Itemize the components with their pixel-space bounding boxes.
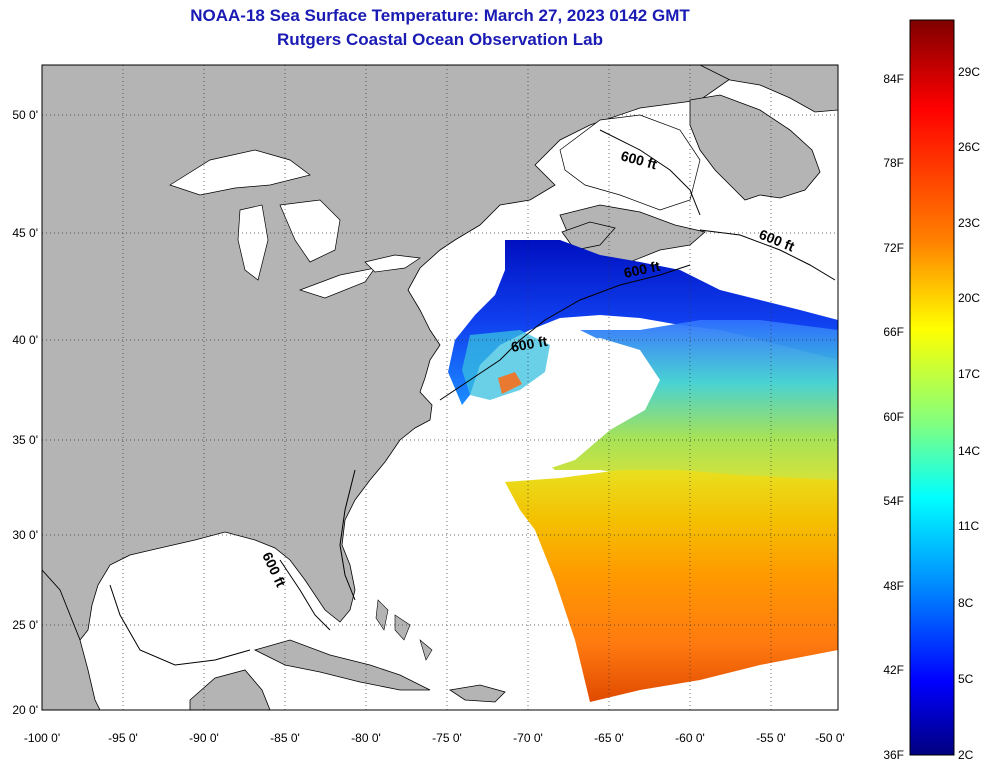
- lat-tick-label: 40 0': [12, 333, 38, 347]
- lon-tick-label: -60 0': [675, 731, 705, 745]
- hispaniola-land: [448, 684, 506, 703]
- map-frame: [41, 64, 839, 711]
- lon-tick-label: -85 0': [270, 731, 300, 745]
- sst-mid-band: [530, 320, 838, 500]
- colorbar-celsius-label: 23C: [958, 216, 980, 230]
- colorbar-celsius-label: 20C: [958, 291, 980, 305]
- lat-tick-label: 50 0': [12, 108, 38, 122]
- lat-tick-label: 45 0': [12, 226, 38, 240]
- colorbar-celsius-label: 26C: [958, 140, 980, 154]
- lat-tick-label: 30 0': [12, 528, 38, 542]
- colorbar-fahrenheit-label: 72F: [883, 241, 904, 255]
- colorbar-fahrenheit-label: 60F: [883, 410, 904, 424]
- lat-tick-label: 35 0': [12, 433, 38, 447]
- lon-tick-label: -80 0': [351, 731, 381, 745]
- sst-cold-band: [448, 240, 838, 405]
- colorbar-celsius-label: 2C: [958, 748, 974, 762]
- colorbar-celsius-label: 8C: [958, 596, 974, 610]
- sst-gulfstream-edge: [498, 372, 522, 394]
- north-america-land: [42, 65, 751, 641]
- lat-tick-label: 25 0': [12, 618, 38, 632]
- colorbar-fahrenheit-label: 42F: [883, 663, 904, 677]
- lake-superior: [169, 149, 311, 196]
- lon-tick-label: -90 0': [189, 731, 219, 745]
- colorbar-celsius-label: 14C: [958, 444, 980, 458]
- labrador-land: [699, 65, 838, 113]
- lon-tick-label: -70 0': [513, 731, 543, 745]
- sst-warm-band: [505, 470, 838, 702]
- lon-tick-label: -65 0': [594, 731, 624, 745]
- lon-tick-label: -75 0': [432, 731, 462, 745]
- lake-huron: [279, 199, 341, 263]
- colorbar-celsius-label: 11C: [958, 519, 979, 533]
- contour-label: 600 ft: [510, 333, 549, 355]
- lake-michigan: [237, 204, 269, 281]
- cuba-land: [253, 639, 431, 691]
- contour-label: 600 ft: [622, 258, 661, 281]
- colorbar-fahrenheit-label: 36F: [883, 748, 904, 762]
- st-lawrence-water: [559, 114, 701, 211]
- colorbar-fahrenheit-label: 84F: [883, 72, 904, 86]
- colorbar-fahrenheit-label: 78F: [883, 156, 904, 170]
- mexico-land: [42, 569, 101, 710]
- colorbar-celsius-label: 17C: [958, 367, 980, 381]
- colorbar-fahrenheit-label: 54F: [883, 494, 904, 508]
- newfoundland-land: [689, 94, 821, 201]
- sst-cloud-gap: [520, 338, 660, 470]
- lon-tick-label: -50 0': [815, 731, 845, 745]
- colorbar-gradient: [909, 19, 955, 756]
- temperature-colorbar: 84F 78F 72F 66F 60F 54F 48F 42F 36F 29C …: [883, 19, 980, 762]
- colorbar-fahrenheit-label: 48F: [883, 579, 904, 593]
- latitude-axis: 20 0' 25 0' 30 0' 35 0' 40 0' 45 0' 50 0…: [12, 108, 38, 717]
- colorbar-celsius-label: 5C: [958, 672, 974, 686]
- map-title: NOAA-18 Sea Surface Temperature: March 2…: [190, 6, 690, 25]
- colorbar-fahrenheit-label: 66F: [883, 325, 904, 339]
- map-subtitle: Rutgers Coastal Ocean Observation Lab: [277, 30, 603, 49]
- lon-tick-label: -100 0': [24, 731, 60, 745]
- colorbar-celsius-label: 29C: [958, 65, 980, 79]
- lake-ontario: [364, 254, 421, 273]
- sst-shelf-gradient: [462, 330, 550, 400]
- yucatan-land: [189, 669, 271, 710]
- map-grid: [42, 65, 838, 710]
- lake-erie: [298, 267, 376, 299]
- longitude-axis: -100 0' -95 0' -90 0' -85 0' -80 0' -75 …: [24, 731, 845, 745]
- lon-tick-label: -95 0': [108, 731, 138, 745]
- lat-tick-label: 20 0': [12, 703, 38, 717]
- depth-contours: [109, 129, 836, 666]
- lon-tick-label: -55 0': [756, 731, 786, 745]
